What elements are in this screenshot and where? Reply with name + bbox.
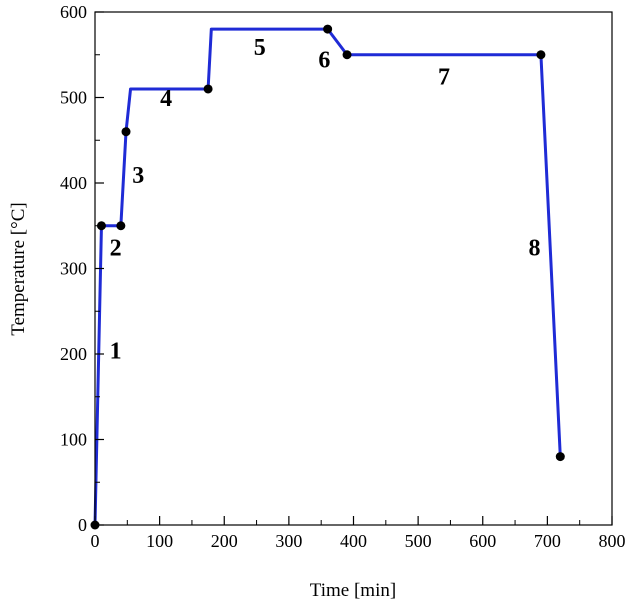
segment-label: 6 [318, 48, 330, 74]
data-point [536, 50, 546, 60]
data-point [555, 452, 565, 462]
y-tick-label: 400 [60, 173, 87, 193]
y-tick-label: 200 [60, 344, 87, 364]
data-point [342, 50, 352, 60]
data-point [116, 221, 126, 231]
x-tick-label: 700 [534, 531, 561, 551]
marker-layer [90, 24, 565, 530]
y-tick-label: 100 [60, 430, 87, 450]
data-point [121, 127, 131, 137]
segment-label: 7 [438, 65, 450, 91]
x-tick-label: 200 [211, 531, 238, 551]
segment-label: 5 [254, 35, 266, 61]
x-tick-label: 600 [469, 531, 496, 551]
y-tick-label: 500 [60, 88, 87, 108]
x-tick-label: 400 [340, 531, 367, 551]
data-point [323, 24, 333, 34]
x-tick-label: 500 [405, 531, 432, 551]
x-tick-label: 800 [599, 531, 626, 551]
segment-label: 8 [528, 236, 540, 262]
data-point [96, 221, 106, 231]
segment-label: 2 [110, 236, 122, 262]
axis-layer: 0 100 200 300 400 500 600 700 800 0 100 200 300 400 50… [60, 2, 626, 551]
data-point [203, 84, 213, 94]
y-tick-label: 600 [60, 2, 87, 22]
segment-label: 4 [160, 86, 172, 112]
segment-label: 3 [132, 163, 144, 189]
x-axis-label: Time [min] [310, 580, 396, 601]
y-tick-label: 0 [78, 515, 87, 535]
segment-label: 1 [110, 338, 122, 364]
y-axis-label: Temperature [°C] [8, 202, 29, 335]
x-tick-label: 100 [146, 531, 173, 551]
y-tick-label: 300 [60, 259, 87, 279]
x-tick-label: 0 [91, 531, 100, 551]
segment-label-layer: 1 2 3 4 5 6 7 8 [110, 35, 541, 365]
x-tick-label: 300 [275, 531, 302, 551]
